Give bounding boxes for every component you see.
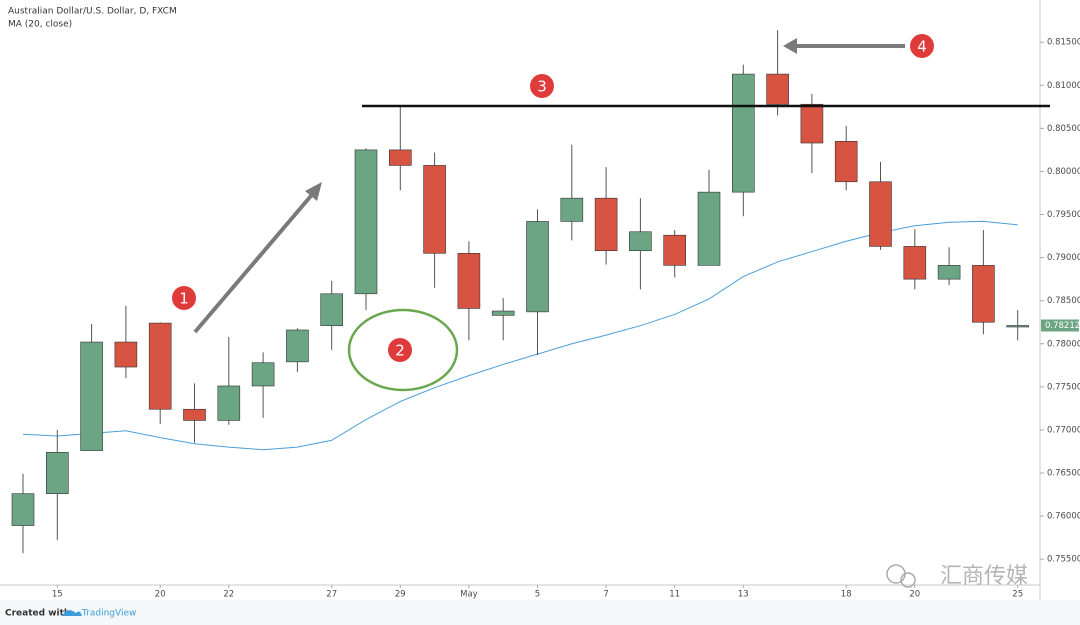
x-tick-label: 11 <box>669 590 680 600</box>
candle-body <box>766 73 789 105</box>
footer-bar <box>0 600 1080 625</box>
x-tick-label: 5 <box>535 590 540 600</box>
x-tick-label: 25 <box>1012 590 1023 600</box>
y-tick-label: 0.77500 <box>1047 382 1080 392</box>
plot-area: 0.75500 0.76000 0.76500 0.77000 0.77500 0.780… <box>11 30 1080 600</box>
candle-body <box>114 341 138 368</box>
candle-body <box>972 265 995 323</box>
chart-subtitle: MA (20, close) <box>8 20 72 30</box>
candle-body <box>423 165 446 254</box>
y-tick-label: 0.80000 <box>1047 167 1080 177</box>
arrow-head <box>783 38 797 54</box>
candle-body <box>148 322 172 410</box>
candle-body <box>11 493 35 526</box>
y-tick-label: 0.78500 <box>1047 296 1080 306</box>
candle-body <box>594 197 618 252</box>
candle-body <box>834 140 858 183</box>
x-tick-label: 20 <box>909 590 920 600</box>
candle-body <box>560 197 584 222</box>
y-tick-label: 0.79000 <box>1047 253 1080 263</box>
x-tick-label: 20 <box>155 590 166 600</box>
arrow-up <box>193 188 318 334</box>
arrow-head <box>305 182 322 201</box>
candle-body <box>251 362 275 387</box>
watermark-icon <box>900 572 916 588</box>
marker-label: 2 <box>395 342 405 360</box>
y-tick-label: 0.79500 <box>1047 210 1080 220</box>
candle-body <box>697 191 721 266</box>
price-tag <box>1041 319 1079 332</box>
candle-body <box>1006 325 1030 328</box>
price-tag-label: 0.78212 <box>1045 321 1080 331</box>
brand-logo <box>62 610 82 616</box>
y-tick-label: 0.81500 <box>1047 38 1080 48</box>
candle-body <box>45 452 69 494</box>
candle-body <box>731 73 755 193</box>
marker <box>172 286 196 310</box>
candle-body <box>903 246 927 280</box>
y-tick-label: 0.77000 <box>1047 425 1080 435</box>
candle-body <box>491 310 515 316</box>
candle-body <box>800 103 824 144</box>
ma-line <box>22 220 1018 451</box>
x-tick-label: 29 <box>395 590 406 600</box>
y-tick-label: 0.81000 <box>1047 81 1080 91</box>
x-tick-label: 18 <box>841 590 852 600</box>
x-tick-label: 15 <box>52 590 63 600</box>
footer-created: Created with <box>5 609 70 619</box>
candle-body <box>354 149 378 295</box>
candle-body <box>869 181 892 247</box>
candle-body <box>663 234 687 266</box>
highlight-ellipse <box>347 308 459 392</box>
candle-body <box>320 293 344 326</box>
candle-body <box>80 341 103 451</box>
marker <box>388 338 412 362</box>
candle-body <box>457 252 481 309</box>
candle-body <box>937 265 961 280</box>
marker <box>530 74 554 98</box>
x-tick-label: 27 <box>326 590 337 600</box>
candle-body <box>526 221 549 313</box>
footer-brand[interactable]: TradingView <box>81 609 136 619</box>
y-tick-label: 0.80500 <box>1047 124 1080 134</box>
candle-body <box>217 385 241 421</box>
marker-label: 4 <box>917 38 927 56</box>
y-tick-label: 0.75500 <box>1047 555 1080 565</box>
candle-body <box>388 149 412 166</box>
x-tick-label: 22 <box>223 590 234 600</box>
marker <box>910 34 934 58</box>
candle-body <box>286 329 309 363</box>
candle-body <box>629 231 652 252</box>
x-tick-label: May <box>460 590 478 600</box>
marker-label: 1 <box>179 290 189 308</box>
x-tick-label: 7 <box>603 590 608 600</box>
y-tick-label: 0.76000 <box>1047 512 1080 522</box>
x-tick-label: 13 <box>738 590 749 600</box>
watermark: 汇商传媒 <box>940 564 1028 589</box>
candle-body <box>183 408 206 421</box>
y-tick-label: 0.76500 <box>1047 468 1080 478</box>
y-tick-label: 0.78000 <box>1047 339 1080 349</box>
marker-label: 3 <box>537 78 547 96</box>
chart-title: Australian Dollar/U.S. Dollar, D, FXCM <box>8 7 177 17</box>
